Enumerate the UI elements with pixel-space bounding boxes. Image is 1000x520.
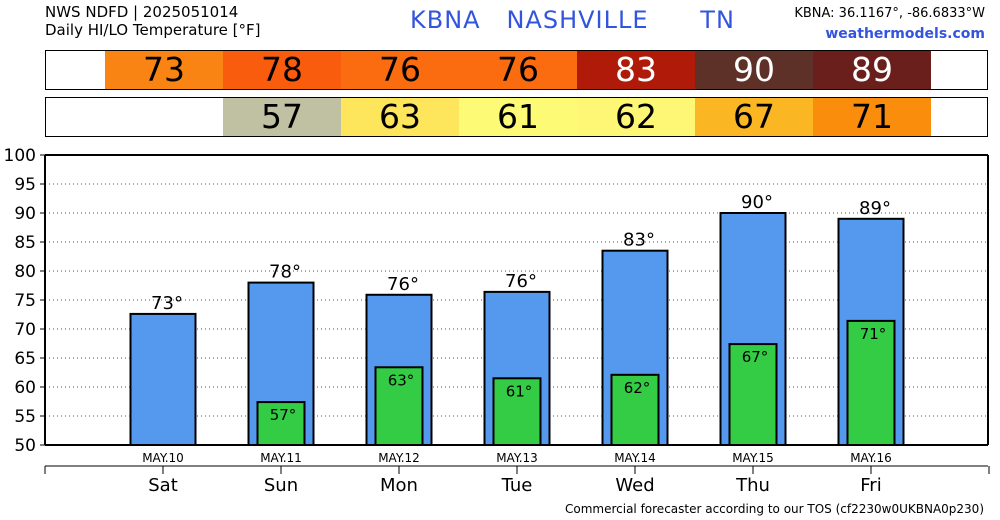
y-tick-label: 75 [14,291,36,311]
day-tick-label: Tue [501,475,533,496]
lo-bar [374,366,424,446]
day-tick-label: Mon [380,475,418,496]
hi-bar-label: 90° [741,192,773,213]
hi-bar-label: 76° [505,271,537,292]
lo-cell: 57 [223,98,341,136]
lo-bar [728,343,778,446]
lo-temperature-strip: 57 63 61 62 67 71 [45,97,988,137]
lo-cell: 61 [459,98,577,136]
header-left: NWS NDFD | 2025051014 Daily HI/LO Temper… [45,3,261,39]
lo-bar-label: 57° [270,406,297,424]
lo-bar-label: 63° [388,371,415,389]
lo-bar [610,373,660,447]
hi-cell: 89 [813,51,931,89]
date-tick-label: MAY.15 [732,451,774,465]
hi-cell: 76 [341,51,459,89]
footer-note: Commercial forecaster according to our T… [564,502,984,516]
day-tick-label: Sun [264,475,298,496]
lo-bar-label: 71° [860,325,887,343]
hi-temperature-strip: 73 78 76 76 83 90 89 [45,50,988,90]
y-tick-label: 90 [14,204,36,224]
y-tick-label: 100 [4,146,36,166]
y-tick-label: 80 [14,262,36,282]
y-tick-label: 50 [14,436,36,456]
lo-bar-label: 62° [624,379,651,397]
date-tick-label: MAY.11 [260,451,302,465]
lo-cell [105,98,223,136]
hi-bar-label: 78° [269,262,301,283]
hi-cell: 83 [577,51,695,89]
hi-bar-label: 89° [859,198,891,219]
lo-cell: 71 [813,98,931,136]
date-tick-label: MAY.12 [378,451,420,465]
site-link[interactable]: weathermodels.com [825,26,985,42]
lo-bar-label: 67° [742,348,769,366]
hi-bar-label: 76° [387,274,419,295]
y-tick-label: 60 [14,378,36,398]
lo-cell: 63 [341,98,459,136]
station-title: KBNA NASHVILLE TN [410,6,735,34]
hi-bar [129,312,197,447]
product-line: NWS NDFD | 2025051014 [45,3,239,21]
lo-cell: 62 [577,98,695,136]
date-tick-label: MAY.16 [850,451,892,465]
hi-bar-label: 73° [151,293,183,314]
hi-cell: 78 [223,51,341,89]
hi-cell: 73 [105,51,223,89]
y-tick-label: 55 [14,407,36,427]
y-tick-label: 95 [14,175,36,195]
day-tick-label: Fri [860,475,881,496]
header-right: KBNA: 36.1167°, -86.6833°W weathermodels… [794,4,985,44]
day-tick-label: Thu [735,475,770,496]
day-tick-label: Sat [148,475,178,496]
lo-cell: 67 [695,98,813,136]
hi-cell: 76 [459,51,577,89]
date-tick-label: MAY.13 [496,451,538,465]
y-tick-label: 70 [14,320,36,340]
y-tick-label: 65 [14,349,36,369]
hi-bar-label: 83° [623,230,655,251]
date-tick-label: MAY.14 [614,451,656,465]
lo-bar-label: 61° [506,382,533,400]
station-coords: KBNA: 36.1167°, -86.6833°W [794,6,985,21]
day-tick-label: Wed [615,475,654,496]
date-tick-label: MAY.10 [142,451,184,465]
y-tick-label: 85 [14,233,36,253]
chart-title: Daily HI/LO Temperature [°F] [45,21,261,39]
lo-bar [256,401,306,446]
hi-cell: 90 [695,51,813,89]
